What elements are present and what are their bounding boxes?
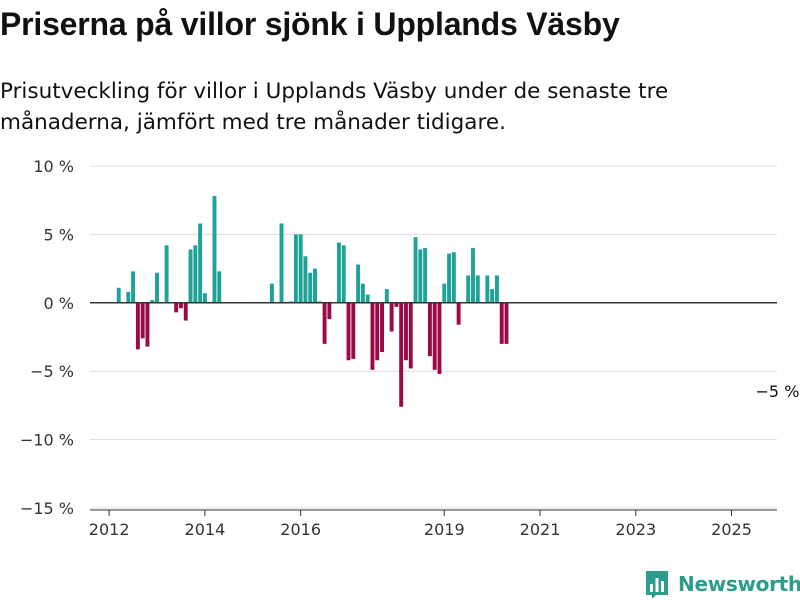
grid-lines (90, 165, 777, 509)
bar (341, 245, 346, 303)
y-tick-label: 5 % (44, 225, 74, 244)
bar (217, 271, 222, 303)
bar (150, 300, 155, 303)
x-tick-label: 2021 (520, 520, 561, 539)
bars (116, 196, 509, 407)
bar (164, 245, 169, 303)
bar (279, 223, 284, 303)
bar (451, 252, 456, 303)
bar (269, 283, 274, 303)
x-tick-label: 2014 (185, 520, 226, 539)
x-tick-label: 2012 (89, 520, 130, 539)
bar (494, 275, 499, 303)
bar (202, 293, 207, 303)
bar (116, 287, 121, 303)
bar (356, 264, 361, 303)
bar (384, 289, 389, 303)
bar (178, 302, 183, 309)
bar (198, 223, 203, 303)
bar (399, 302, 404, 407)
bar (303, 256, 308, 303)
bar (504, 302, 509, 344)
bar (413, 237, 418, 303)
bar (365, 294, 370, 303)
bar (188, 249, 193, 303)
bar (456, 302, 461, 325)
bar (475, 275, 480, 303)
bar (404, 302, 408, 361)
bar (360, 283, 365, 303)
bar (293, 234, 298, 303)
x-tick-label: 2016 (280, 520, 321, 539)
bar (499, 302, 504, 344)
bar-chart: 10 %5 %0 %−5 %−10 %−15 % 2012 2014 2016 201… (20, 157, 800, 539)
y-axis-labels: 10 % 5 % 0 % −5 % −10 % −15 % (20, 157, 74, 518)
bar (327, 302, 332, 320)
chart-subtitle: Prisutveckling för villor i Upplands Väs… (0, 79, 669, 135)
bar (427, 302, 432, 357)
bar (351, 302, 356, 359)
bar (423, 248, 428, 303)
bar (380, 302, 384, 353)
bar (370, 302, 375, 370)
bar (418, 249, 423, 303)
bar (298, 234, 303, 303)
bar (183, 302, 188, 321)
bar (471, 248, 475, 303)
bar (346, 302, 351, 361)
x-axis-labels: 2012 2014 2016 2019 2021 2023 2025 (89, 520, 752, 539)
bar (193, 245, 198, 303)
bar (466, 275, 471, 303)
bar (490, 289, 495, 303)
y-tick-label: 10 % (33, 157, 74, 176)
brand-name: Newsworthy (678, 572, 800, 596)
bar (336, 242, 341, 303)
y-tick-label: −5 % (30, 362, 74, 381)
bar (394, 302, 399, 307)
bar (155, 272, 159, 303)
x-tick-label: 2025 (711, 520, 752, 539)
bar (375, 302, 380, 361)
x-tick-label: 2019 (424, 520, 465, 539)
bar (308, 272, 313, 303)
bar (322, 302, 327, 344)
bar (145, 302, 150, 347)
x-tick-label: 2023 (615, 520, 656, 539)
bar (432, 302, 437, 370)
latest-value-annotation: −5 % (756, 382, 800, 401)
bar (140, 302, 145, 339)
axes (90, 302, 777, 516)
bar-chart-logo-icon (646, 571, 668, 599)
bar (437, 302, 442, 374)
bar (313, 268, 317, 303)
annotations: −5 % (756, 382, 800, 401)
bar (174, 302, 179, 313)
bar (131, 271, 136, 303)
bar (447, 253, 452, 303)
bar (442, 283, 447, 303)
bar (389, 302, 394, 332)
bar (485, 275, 490, 303)
bar (212, 196, 217, 303)
chart-title: Priserna på villor sjönk i Upplands Väsb… (0, 6, 620, 42)
y-tick-label: −10 % (20, 431, 74, 450)
y-tick-label: 0 % (44, 294, 74, 313)
newsworthy-logo: Newsworthy (644, 568, 800, 600)
y-tick-label: −15 % (20, 499, 74, 518)
bar (126, 291, 131, 303)
bar (135, 302, 140, 350)
bar (408, 302, 413, 369)
